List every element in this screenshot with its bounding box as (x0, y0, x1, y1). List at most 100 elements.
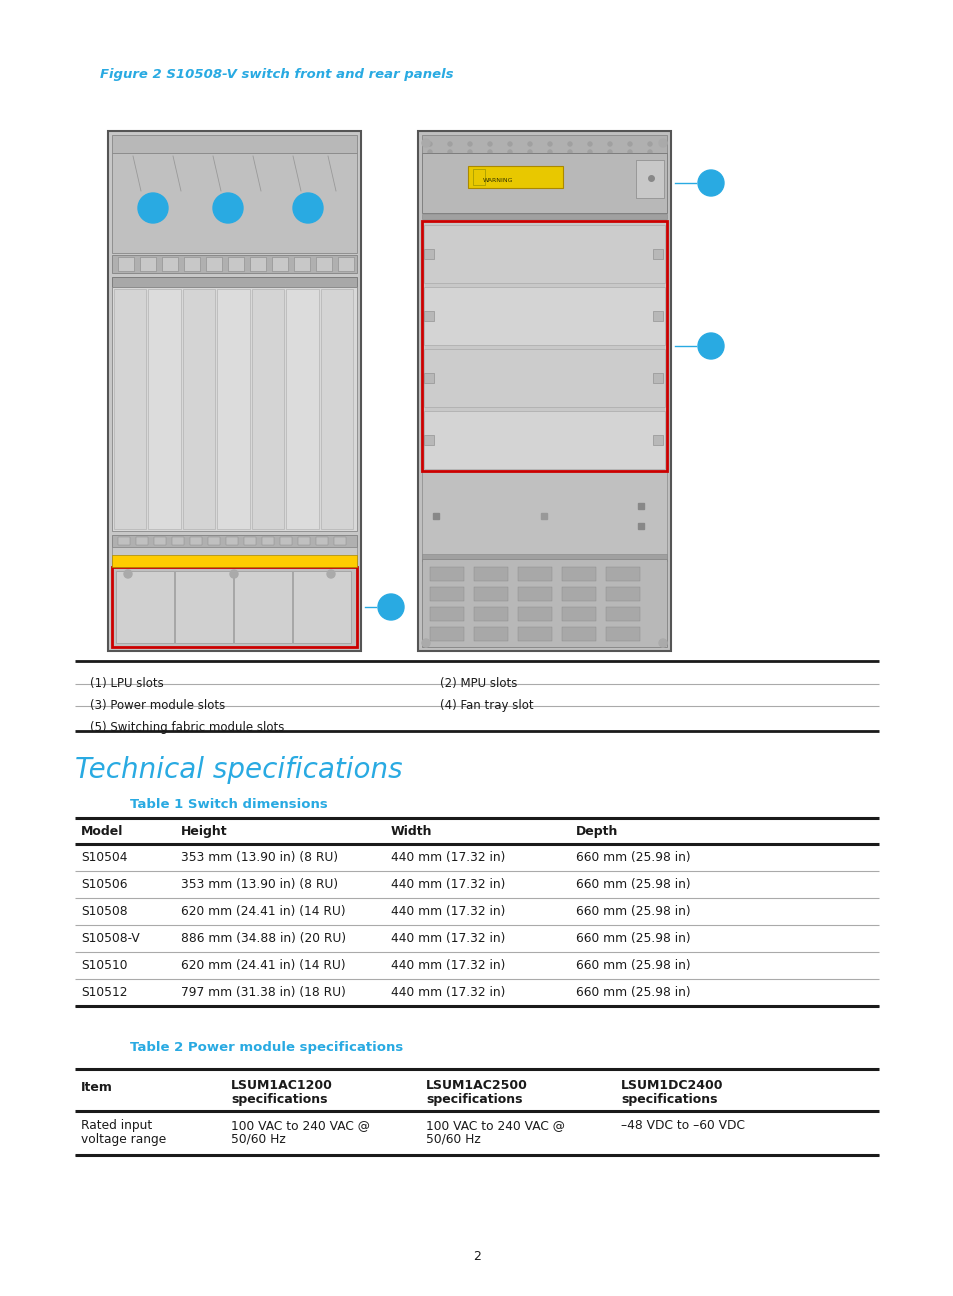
Text: Table 1 Switch dimensions: Table 1 Switch dimensions (130, 798, 328, 811)
Text: 440 mm (17.32 in): 440 mm (17.32 in) (391, 959, 505, 972)
Bar (140, 257, 156, 271)
Bar (423, 249, 434, 259)
Bar (252, 289, 284, 529)
Text: 2: 2 (224, 201, 232, 215)
Bar (112, 547, 356, 603)
Text: 620 mm (24.41 in) (14 RU): 620 mm (24.41 in) (14 RU) (181, 905, 345, 918)
Bar (430, 568, 463, 581)
Text: S10506: S10506 (81, 877, 128, 892)
Text: 100 VAC to 240 VAC @: 100 VAC to 240 VAC @ (426, 1118, 564, 1131)
Bar (423, 226, 664, 283)
Text: Item: Item (81, 1081, 112, 1094)
Circle shape (647, 143, 651, 146)
Bar (108, 131, 360, 651)
Circle shape (293, 193, 323, 223)
Circle shape (698, 170, 723, 196)
Bar (250, 257, 266, 271)
Text: LSUM1AC2500: LSUM1AC2500 (426, 1080, 527, 1093)
Text: Depth: Depth (576, 826, 618, 839)
Text: 5: 5 (706, 341, 714, 351)
Bar (561, 607, 596, 621)
Bar (118, 257, 133, 271)
Bar (308, 607, 330, 618)
Circle shape (428, 150, 432, 154)
Text: 660 mm (25.98 in): 660 mm (25.98 in) (576, 986, 690, 999)
Bar (174, 572, 233, 643)
Bar (183, 289, 215, 529)
Circle shape (448, 150, 452, 154)
Text: (1) LPU slots: (1) LPU slots (90, 677, 164, 689)
Bar (517, 587, 552, 601)
Bar (217, 289, 250, 529)
Bar (474, 568, 507, 581)
Circle shape (448, 143, 452, 146)
Circle shape (659, 639, 666, 647)
Text: 353 mm (13.90 in) (8 RU): 353 mm (13.90 in) (8 RU) (181, 851, 337, 864)
Text: 660 mm (25.98 in): 660 mm (25.98 in) (576, 905, 690, 918)
Circle shape (547, 150, 552, 154)
Circle shape (587, 143, 592, 146)
Bar (421, 222, 666, 470)
Text: 100 VAC to 240 VAC @: 100 VAC to 240 VAC @ (231, 1118, 370, 1131)
Circle shape (607, 143, 612, 146)
Bar (272, 257, 288, 271)
Circle shape (507, 150, 512, 154)
Bar (421, 470, 666, 561)
Bar (473, 168, 484, 185)
Bar (237, 607, 260, 618)
Bar (112, 568, 356, 647)
Text: S10510: S10510 (81, 959, 128, 972)
Bar (652, 435, 662, 445)
Bar (297, 537, 310, 546)
Text: 797 mm (31.38 in) (18 RU): 797 mm (31.38 in) (18 RU) (181, 986, 346, 999)
Circle shape (488, 143, 492, 146)
Bar (421, 135, 666, 153)
Text: Figure 2 S10508-V switch front and rear panels: Figure 2 S10508-V switch front and rear … (100, 67, 453, 80)
Text: 440 mm (17.32 in): 440 mm (17.32 in) (391, 986, 505, 999)
Bar (206, 257, 222, 271)
Bar (136, 537, 148, 546)
Bar (118, 537, 130, 546)
Text: Width: Width (391, 826, 432, 839)
Text: Rated input: Rated input (81, 1118, 152, 1131)
Circle shape (527, 143, 532, 146)
Text: (5) Switching fabric module slots: (5) Switching fabric module slots (90, 721, 284, 734)
Bar (112, 286, 356, 531)
Circle shape (428, 143, 432, 146)
Bar (116, 572, 173, 643)
Bar (233, 572, 292, 643)
Text: Model: Model (81, 826, 123, 839)
Circle shape (327, 570, 335, 578)
Bar (337, 257, 354, 271)
Text: specifications: specifications (620, 1093, 717, 1105)
Bar (112, 135, 356, 153)
Bar (315, 537, 328, 546)
Text: 660 mm (25.98 in): 660 mm (25.98 in) (576, 932, 690, 945)
Text: S10508: S10508 (81, 905, 128, 918)
Bar (153, 537, 166, 546)
Text: Technical specifications: Technical specifications (75, 756, 402, 784)
Text: 4: 4 (706, 178, 714, 188)
Bar (430, 587, 463, 601)
Circle shape (587, 150, 592, 154)
Bar (168, 607, 190, 618)
Bar (112, 604, 356, 619)
Bar (280, 537, 292, 546)
Text: 353 mm (13.90 in) (8 RU): 353 mm (13.90 in) (8 RU) (181, 877, 337, 892)
Circle shape (659, 139, 666, 146)
Circle shape (547, 143, 552, 146)
Text: specifications: specifications (426, 1093, 522, 1105)
Bar (334, 537, 346, 546)
Text: (4) Fan tray slot: (4) Fan tray slot (439, 699, 533, 712)
Bar (605, 587, 639, 601)
Circle shape (627, 143, 631, 146)
Bar (112, 555, 356, 568)
Bar (184, 257, 200, 271)
Bar (320, 289, 353, 529)
Bar (112, 568, 356, 647)
Circle shape (468, 150, 472, 154)
Text: 1: 1 (304, 201, 312, 215)
Bar (417, 131, 670, 651)
Circle shape (607, 150, 612, 154)
Bar (430, 627, 463, 642)
